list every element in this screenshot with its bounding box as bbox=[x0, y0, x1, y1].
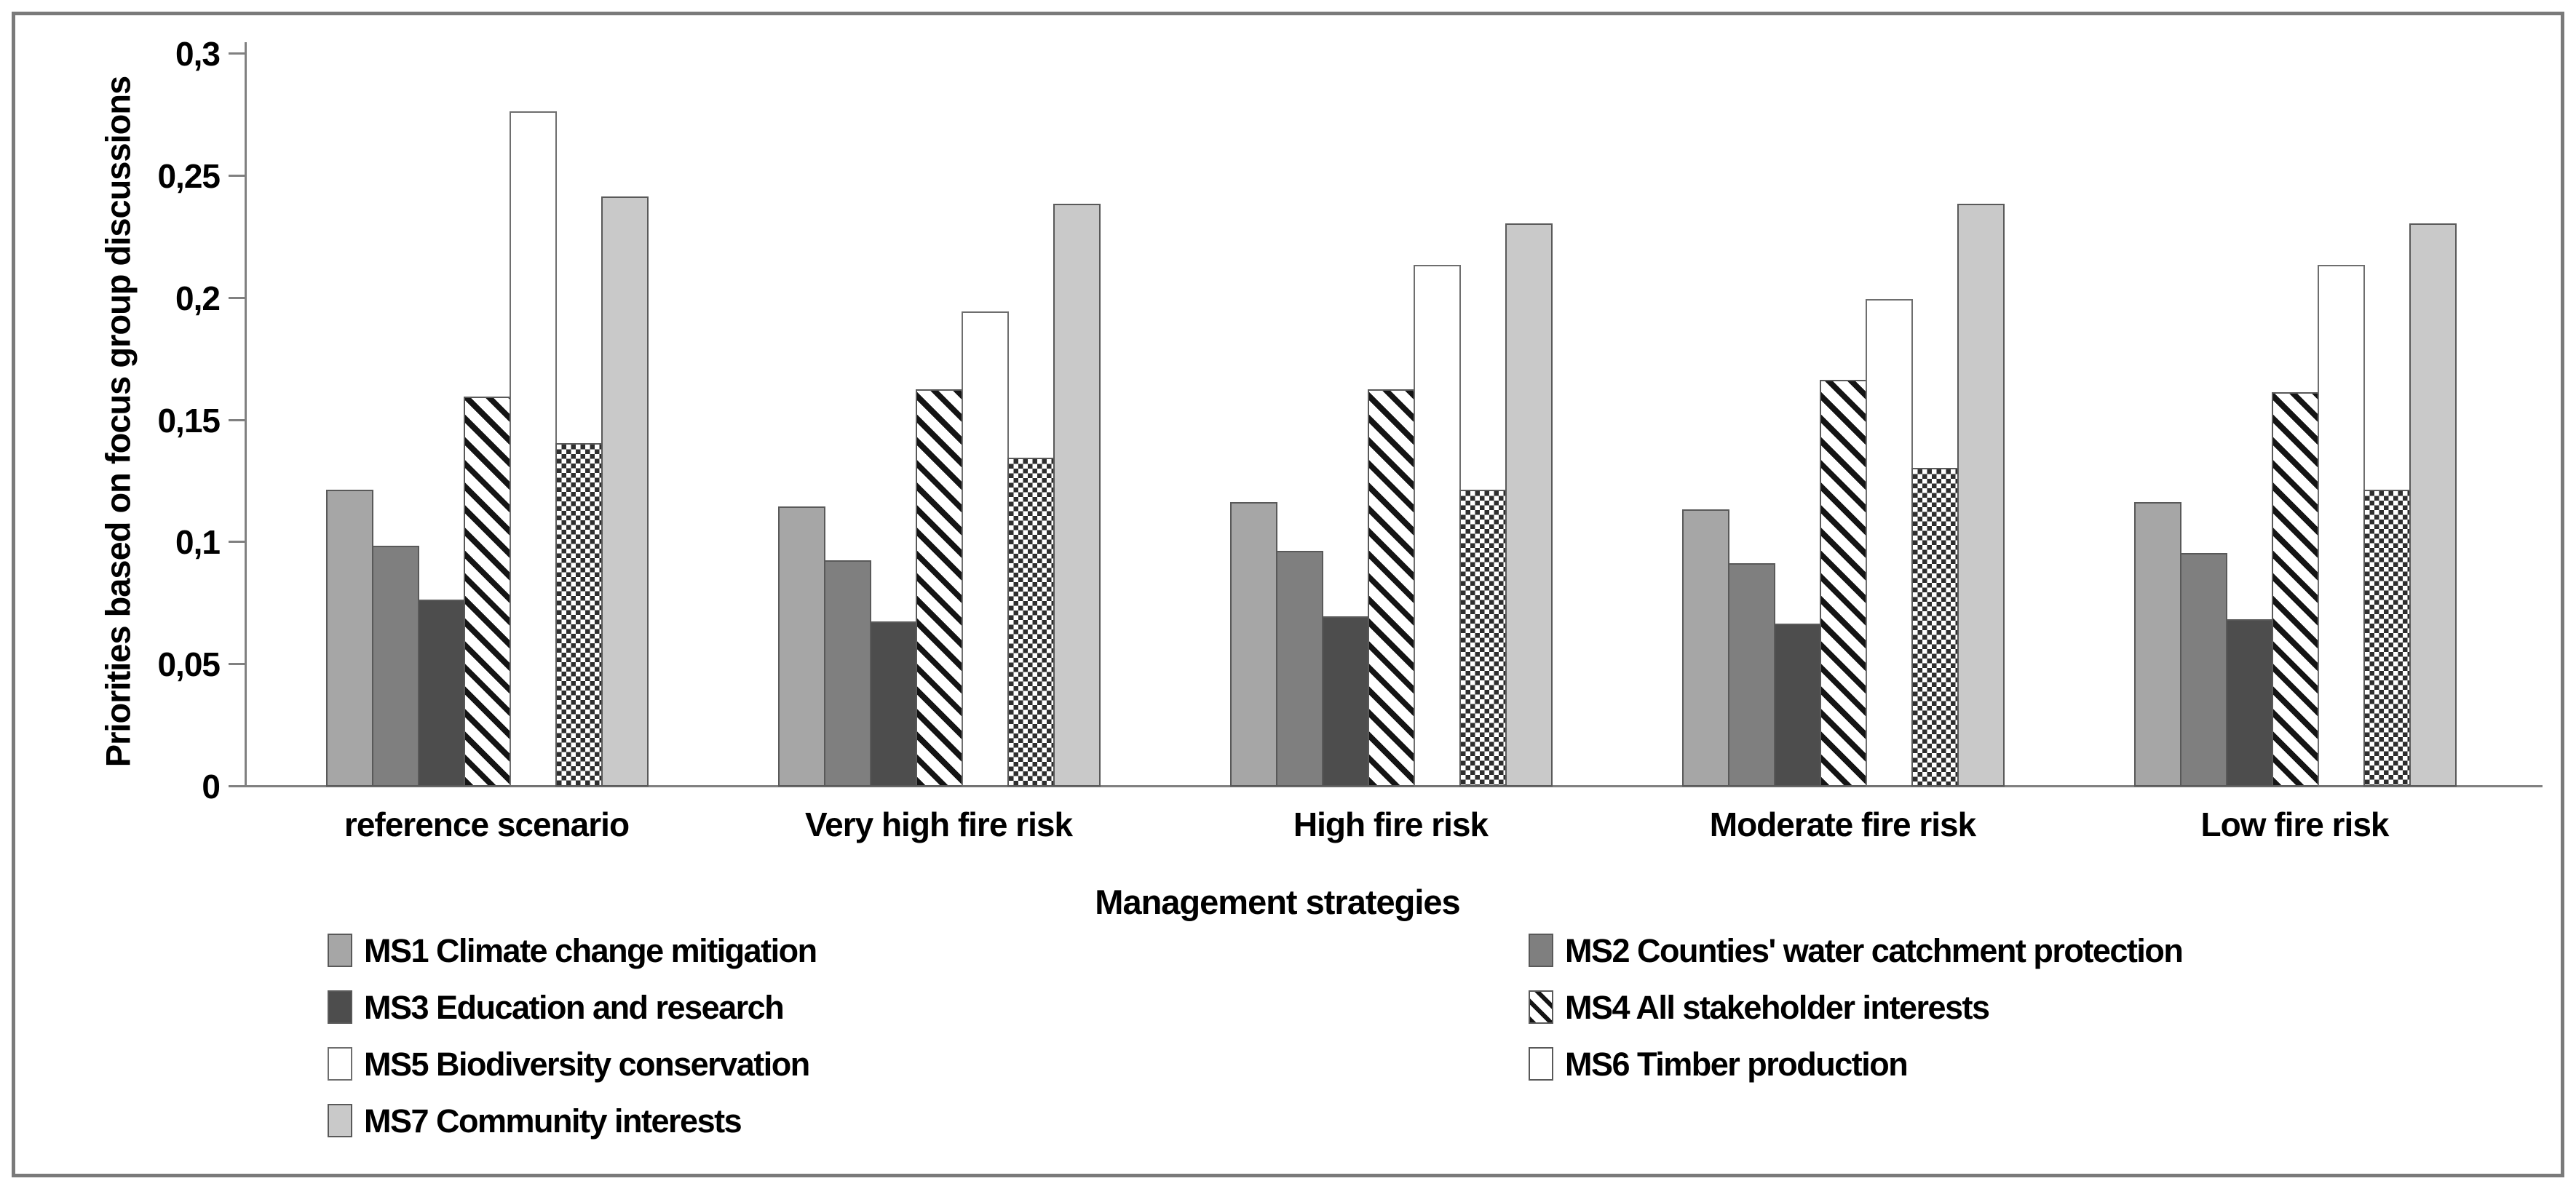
figure-border bbox=[12, 12, 2564, 1177]
legend-label-ms3: MS3 Education and research bbox=[364, 988, 785, 1026]
bar-ms6-low-fire-risk bbox=[2363, 490, 2411, 787]
y-tick-label-0-25: 0,25 bbox=[157, 157, 221, 195]
bar-ms2-moderate-fire-risk bbox=[1728, 563, 1775, 787]
bar-ms2-high-fire-risk bbox=[1276, 551, 1323, 787]
bar-ms6-moderate-fire-risk bbox=[1911, 468, 1959, 787]
category-label-very-high-fire-risk: Very high fire risk bbox=[804, 806, 1073, 843]
bar-ms7-low-fire-risk bbox=[2409, 223, 2457, 787]
bar-ms7-moderate-fire-risk bbox=[1957, 204, 2005, 787]
y-tick-label-0-2: 0,2 bbox=[175, 279, 221, 317]
bar-ms4-reference-scenario bbox=[464, 397, 511, 787]
bar-ms4-very-high-fire-risk bbox=[916, 389, 963, 787]
bar-ms1-moderate-fire-risk bbox=[1682, 509, 1729, 787]
y-tick-0-1 bbox=[229, 541, 245, 543]
legend-label-ms2: MS2 Counties' water catchment protection bbox=[1565, 931, 2184, 969]
y-tick-label-0-05: 0,05 bbox=[157, 645, 221, 683]
legend-label-ms5: MS5 Biodiversity conservation bbox=[364, 1045, 810, 1083]
bar-ms5-moderate-fire-risk bbox=[1866, 299, 1913, 787]
bar-ms1-low-fire-risk bbox=[2134, 502, 2181, 787]
legend-item-ms6: MS6 Timber production bbox=[1529, 1045, 1909, 1083]
legend-item-ms1: MS1 Climate change mitigation bbox=[328, 933, 817, 968]
category-label-low-fire-risk: Low fire risk bbox=[2200, 806, 2390, 843]
bar-ms3-reference-scenario bbox=[418, 600, 465, 787]
bar-ms1-high-fire-risk bbox=[1230, 502, 1277, 787]
legend-swatch-ms4-icon bbox=[1529, 990, 1553, 1024]
y-tick-0-3 bbox=[229, 52, 245, 55]
y-tick-0-05 bbox=[229, 663, 245, 665]
bar-ms4-low-fire-risk bbox=[2272, 392, 2319, 787]
category-label-reference-scenario: reference scenario bbox=[344, 806, 630, 843]
bar-ms3-low-fire-risk bbox=[2226, 619, 2273, 787]
legend-swatch-ms7-icon bbox=[328, 1104, 352, 1137]
legend-item-ms5: MS5 Biodiversity conservation bbox=[328, 1045, 810, 1083]
bar-ms1-very-high-fire-risk bbox=[778, 506, 825, 787]
x-axis-title-text: Management strategies bbox=[1095, 883, 1460, 921]
y-tick-label-0: 0 bbox=[202, 768, 221, 806]
bar-ms2-very-high-fire-risk bbox=[824, 560, 871, 787]
y-tick-label-0-15: 0,15 bbox=[157, 402, 221, 440]
legend-label-ms4: MS4 All stakeholder interests bbox=[1565, 988, 1990, 1026]
bar-ms4-moderate-fire-risk bbox=[1820, 380, 1867, 787]
bar-ms3-moderate-fire-risk bbox=[1774, 624, 1821, 787]
legend-label-ms7: MS7 Community interests bbox=[364, 1102, 742, 1140]
y-axis-line bbox=[245, 42, 247, 787]
bar-ms7-high-fire-risk bbox=[1505, 223, 1553, 787]
bar-ms5-reference-scenario bbox=[510, 111, 557, 787]
bar-ms2-low-fire-risk bbox=[2180, 553, 2227, 787]
bar-ms5-high-fire-risk bbox=[1414, 265, 1461, 787]
bar-ms2-reference-scenario bbox=[372, 546, 419, 787]
legend-swatch-ms5-icon bbox=[328, 1047, 352, 1081]
bar-ms6-reference-scenario bbox=[555, 443, 603, 787]
legend-swatch-ms2-icon bbox=[1529, 934, 1553, 967]
legend-item-ms7: MS7 Community interests bbox=[328, 1102, 742, 1140]
bar-ms3-high-fire-risk bbox=[1322, 616, 1369, 787]
bar-ms1-reference-scenario bbox=[326, 490, 373, 787]
bar-ms3-very-high-fire-risk bbox=[870, 621, 917, 787]
bar-ms4-high-fire-risk bbox=[1368, 389, 1415, 787]
legend-swatch-ms1-icon bbox=[328, 934, 352, 967]
y-tick-label-0-1: 0,1 bbox=[175, 523, 221, 561]
legend-item-ms4: MS4 All stakeholder interests bbox=[1529, 988, 1990, 1026]
y-tick-0-15 bbox=[229, 419, 245, 421]
bar-ms6-high-fire-risk bbox=[1459, 490, 1507, 787]
category-label-high-fire-risk: High fire risk bbox=[1293, 806, 1489, 843]
bar-ms6-very-high-fire-risk bbox=[1007, 458, 1055, 787]
category-label-moderate-fire-risk: Moderate fire risk bbox=[1709, 806, 1976, 843]
y-tick-label-0-3: 0,3 bbox=[175, 35, 221, 73]
legend-label-ms6: MS6 Timber production bbox=[1565, 1045, 1909, 1083]
legend-label-ms1: MS1 Climate change mitigation bbox=[364, 931, 817, 969]
legend-item-ms2: MS2 Counties' water catchment protection bbox=[1529, 931, 2184, 969]
y-tick-0-2 bbox=[229, 297, 245, 299]
legend-swatch-ms3-icon bbox=[328, 990, 352, 1024]
bar-ms7-very-high-fire-risk bbox=[1053, 204, 1101, 787]
y-tick-0 bbox=[229, 785, 245, 787]
legend-swatch-ms6-icon bbox=[1529, 1047, 1553, 1081]
bar-ms5-very-high-fire-risk bbox=[962, 311, 1009, 787]
legend-item-ms3: MS3 Education and research bbox=[328, 988, 785, 1026]
y-tick-0-25 bbox=[229, 175, 245, 177]
bar-ms7-reference-scenario bbox=[601, 196, 649, 787]
bar-ms5-low-fire-risk bbox=[2318, 265, 2365, 787]
x-axis-title: Management strategies bbox=[914, 882, 1641, 922]
